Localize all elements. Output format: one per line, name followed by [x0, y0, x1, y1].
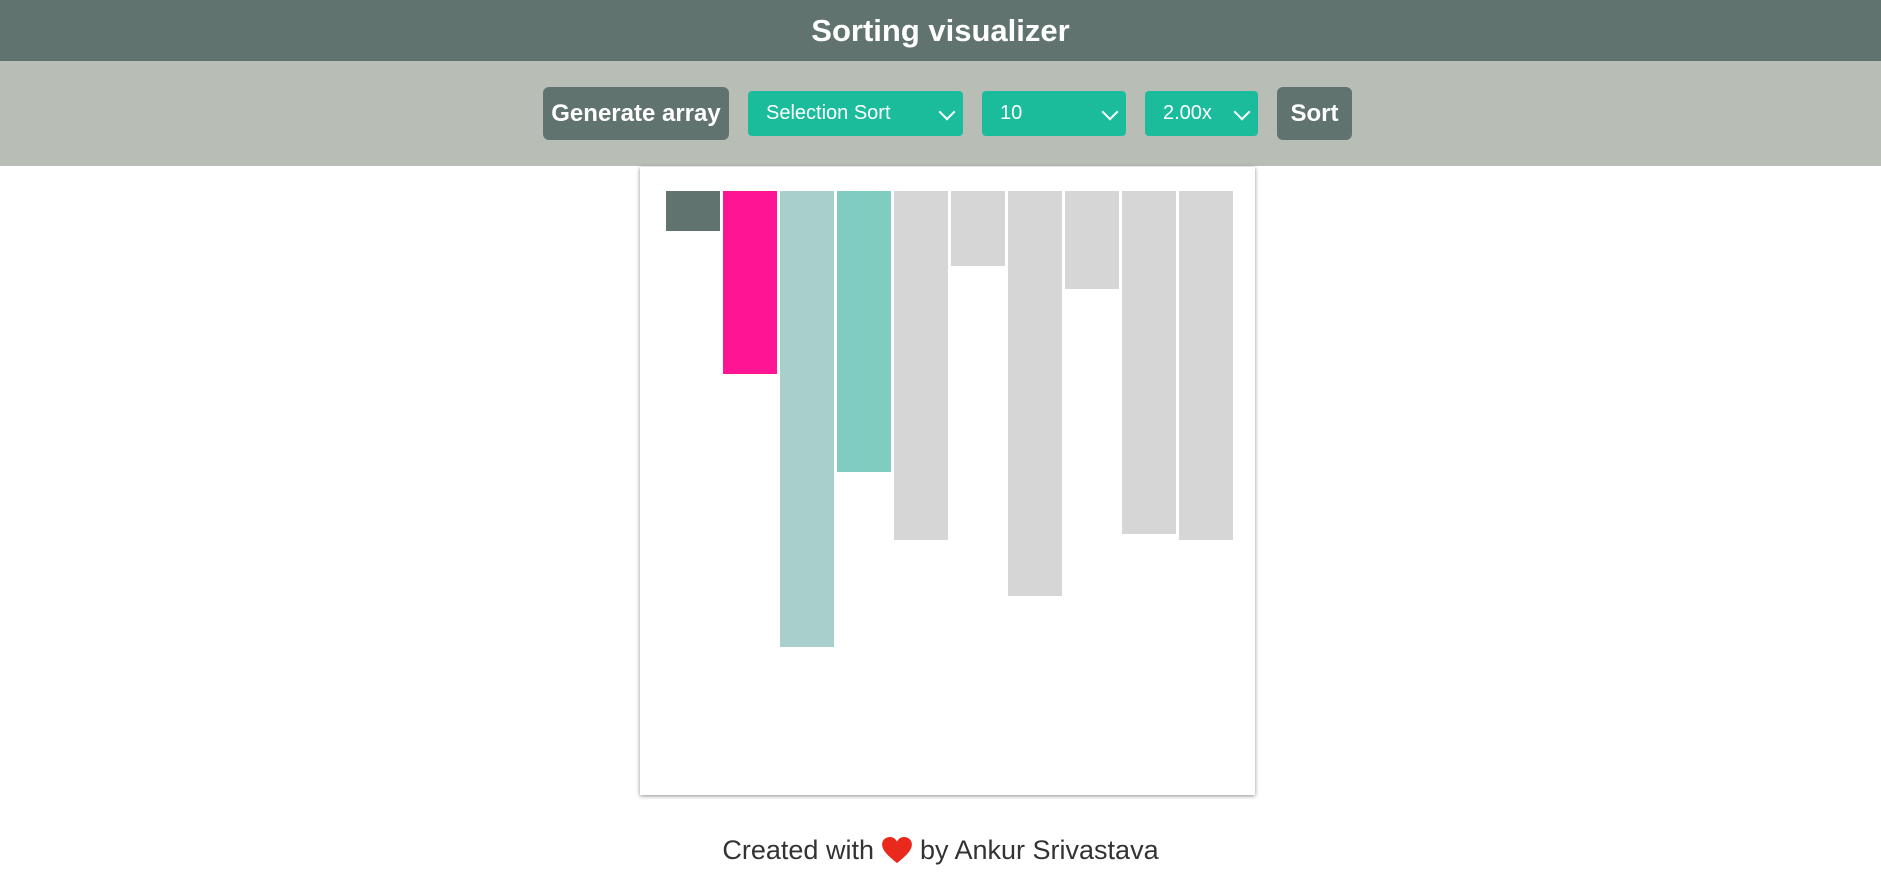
page-title: Sorting visualizer — [811, 12, 1070, 48]
speed-select-value: 2.00x — [1163, 102, 1212, 124]
array-bar — [666, 191, 720, 231]
array-bar — [1179, 191, 1233, 540]
algorithm-select[interactable]: Selection Sort — [748, 91, 963, 136]
footer-prefix: Created with — [722, 835, 874, 865]
array-bar — [1008, 191, 1062, 596]
algorithm-select-value: Selection Sort — [766, 102, 891, 124]
array-bar — [723, 191, 777, 374]
speed-select[interactable]: 2.00x — [1145, 91, 1258, 136]
chevron-down-icon — [938, 103, 956, 120]
array-size-select-value: 10 — [1000, 102, 1023, 124]
array-bar — [951, 191, 1005, 266]
array-bar — [1122, 191, 1176, 534]
generate-array-button[interactable]: Generate array — [543, 87, 729, 140]
array-size-select[interactable]: 10 — [982, 91, 1126, 136]
footer: Created with by Ankur Srivastava — [0, 835, 1881, 866]
chevron-down-icon — [1101, 103, 1119, 120]
array-bar — [780, 191, 834, 647]
toolbar: Generate array Selection Sort 10 2.00x S… — [0, 61, 1881, 166]
array-bar — [837, 191, 891, 472]
sort-button[interactable]: Sort — [1277, 87, 1352, 140]
app-header: Sorting visualizer — [0, 0, 1881, 61]
chevron-down-icon — [1233, 103, 1251, 120]
footer-suffix: by Ankur Srivastava — [919, 835, 1159, 865]
heart-icon — [882, 837, 912, 864]
array-bar — [894, 191, 948, 540]
array-bar — [1065, 191, 1119, 289]
bars-canvas — [640, 167, 1255, 795]
